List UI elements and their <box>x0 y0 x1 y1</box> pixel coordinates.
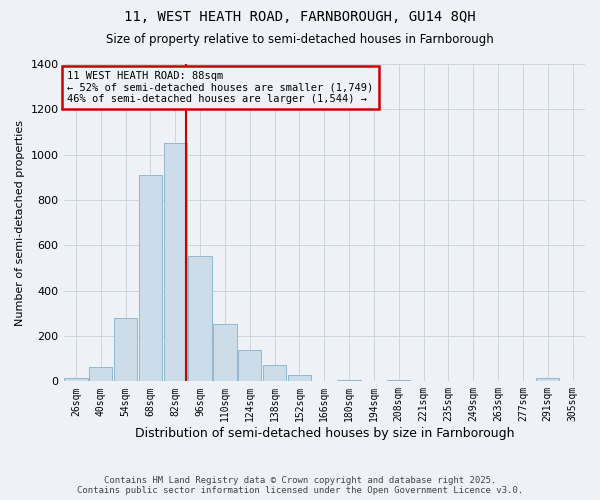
Text: 11, WEST HEATH ROAD, FARNBOROUGH, GU14 8QH: 11, WEST HEATH ROAD, FARNBOROUGH, GU14 8… <box>124 10 476 24</box>
Text: Size of property relative to semi-detached houses in Farnborough: Size of property relative to semi-detach… <box>106 32 494 46</box>
Bar <box>139 175 162 382</box>
Bar <box>64 378 88 382</box>
Bar <box>188 256 212 382</box>
Bar <box>238 350 262 382</box>
X-axis label: Distribution of semi-detached houses by size in Farnborough: Distribution of semi-detached houses by … <box>134 427 514 440</box>
Bar <box>288 374 311 382</box>
Bar <box>387 380 410 382</box>
Y-axis label: Number of semi-detached properties: Number of semi-detached properties <box>15 120 25 326</box>
Bar <box>536 378 559 382</box>
Bar <box>114 318 137 382</box>
Bar <box>89 366 112 382</box>
Text: 11 WEST HEATH ROAD: 88sqm
← 52% of semi-detached houses are smaller (1,749)
46% : 11 WEST HEATH ROAD: 88sqm ← 52% of semi-… <box>67 71 373 104</box>
Bar <box>213 324 236 382</box>
Bar <box>263 366 286 382</box>
Bar <box>337 380 361 382</box>
Bar <box>164 144 187 382</box>
Text: Contains HM Land Registry data © Crown copyright and database right 2025.
Contai: Contains HM Land Registry data © Crown c… <box>77 476 523 495</box>
